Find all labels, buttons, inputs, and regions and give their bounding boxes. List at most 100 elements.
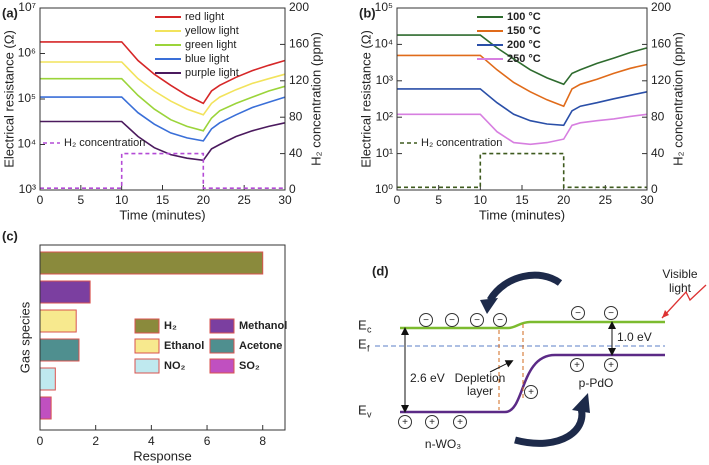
level-sub: v (367, 409, 372, 419)
legend-swatch (209, 338, 235, 354)
y2-tick-label: 40 (651, 146, 665, 160)
x-tick-label: 10 (474, 193, 488, 207)
panel-label: (a) (2, 5, 18, 20)
y-axis-label: Electrical resistance (Ω) (1, 30, 16, 168)
y-tick-label: 10⁰ (375, 182, 393, 196)
legend-label: H₂ concentration (421, 137, 502, 149)
band-diagram: (d) Visible light E c E f E v 2.6 eV 1.0… (358, 263, 707, 451)
legend-label: 250 °C (507, 53, 541, 65)
charge-sign: − (575, 308, 581, 319)
charge (470, 313, 484, 327)
y2-axis-label: H₂ concentration (ppm) (308, 32, 323, 166)
side-label: n-WO₃ (425, 437, 461, 451)
x-tick-label: 0 (394, 193, 401, 207)
x-tick-label: 4 (148, 434, 155, 448)
charge-sign: + (528, 387, 534, 398)
series-line (40, 152, 285, 189)
y-tick-label: 10³ (19, 182, 36, 196)
legend-label: H₂ concentration (64, 137, 145, 149)
y-tick-label: 10⁵ (18, 91, 36, 105)
y2-tick-label: 160 (289, 37, 309, 51)
legend-label: Ethanol (164, 340, 204, 352)
y2-tick-label: 200 (289, 0, 309, 14)
charges: − − − − − − + + + + + + (398, 306, 618, 429)
legend-swatch (134, 318, 160, 334)
charge-sign: + (429, 417, 435, 428)
y-tick-label: 10⁴ (17, 137, 36, 151)
series-line (397, 152, 647, 189)
y-tick-label: 10³ (376, 73, 393, 87)
legend-label: Acetone (239, 340, 282, 352)
charge (604, 306, 618, 320)
panel-label: (b) (359, 5, 376, 20)
x-tick-label: 2 (92, 434, 99, 448)
legend-label: green light (185, 39, 236, 51)
bar (39, 309, 77, 333)
y-tick-label: 10⁵ (375, 0, 393, 14)
legend-swatch (209, 318, 235, 334)
series-line (40, 96, 286, 142)
x-tick-label: 20 (557, 193, 571, 207)
x-tick-label: 8 (259, 434, 266, 448)
light-arrow (661, 284, 707, 319)
legend-label: NO₂ (164, 360, 186, 372)
x-tick-label: 25 (237, 193, 251, 207)
conduction-band (400, 320, 665, 330)
depletion-label: layer (467, 384, 493, 398)
charge (493, 313, 507, 327)
bar (39, 251, 264, 275)
charge-sign: − (423, 315, 429, 326)
bar (39, 367, 56, 391)
transfer-arrow (487, 271, 563, 302)
y-tick-label: 10⁷ (18, 0, 36, 14)
charge-sign: + (457, 417, 463, 428)
legend-swatch (134, 358, 160, 374)
series-line (397, 54, 648, 108)
y2-tick-label: 0 (651, 182, 658, 196)
x-tick-label: 0 (37, 434, 44, 448)
charge (570, 358, 584, 372)
y2-tick-label: 0 (289, 182, 296, 196)
gap-label: 2.6 eV (410, 371, 445, 385)
charge (604, 358, 618, 372)
transfer-arrow (514, 403, 586, 447)
x-tick-label: 30 (640, 193, 654, 207)
y2-tick-label: 120 (289, 73, 309, 87)
y-axis-label: Electrical resistance (Ω) (358, 30, 373, 168)
y2-axis-label: H₂ concentration (ppm) (670, 32, 685, 166)
series-line (397, 34, 648, 86)
y2-tick-label: 120 (651, 73, 671, 87)
legend-label: red light (185, 11, 224, 23)
legend-swatch (134, 338, 160, 354)
panel-label: (d) (372, 263, 389, 278)
x-tick-label: 30 (278, 193, 292, 207)
x-tick-label: 6 (204, 434, 211, 448)
charge (571, 306, 585, 320)
y-tick-label: 10¹ (376, 146, 393, 160)
bar (39, 338, 80, 362)
x-tick-label: 15 (515, 193, 529, 207)
charge (524, 385, 538, 399)
charge (425, 415, 439, 429)
level-sub: f (367, 343, 370, 353)
level-sub: c (367, 324, 372, 334)
x-tick-label: 15 (156, 193, 170, 207)
charge (419, 313, 433, 327)
legend-swatch (209, 358, 235, 374)
legend-label: H₂ (164, 320, 177, 332)
charge-sign: − (474, 315, 480, 326)
level-label: E (358, 402, 367, 417)
depletion-arrow (489, 360, 514, 373)
y2-tick-label: 40 (289, 146, 303, 160)
series-line (40, 77, 286, 132)
x-tick-label: 5 (435, 193, 442, 207)
x-tick-label: 25 (599, 193, 613, 207)
x-tick-label: 5 (77, 193, 84, 207)
bar (39, 280, 91, 304)
legend-label: Methanol (239, 320, 287, 332)
x-axis-label: Time (minutes) (119, 207, 205, 222)
legend-label: 150 °C (507, 25, 541, 37)
x-tick-label: 20 (197, 193, 211, 207)
y2-tick-label: 80 (651, 109, 665, 123)
